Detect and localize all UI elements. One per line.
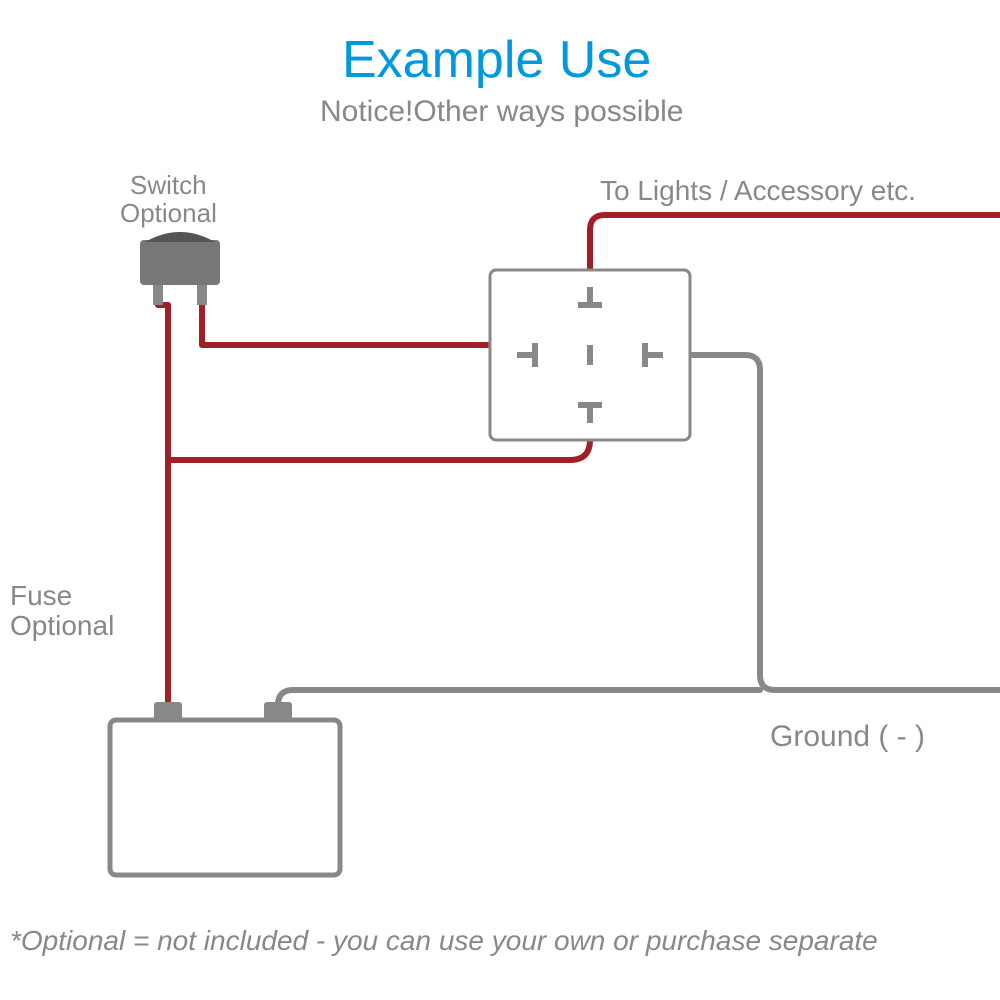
wiring-diagram: [0, 0, 1000, 1000]
